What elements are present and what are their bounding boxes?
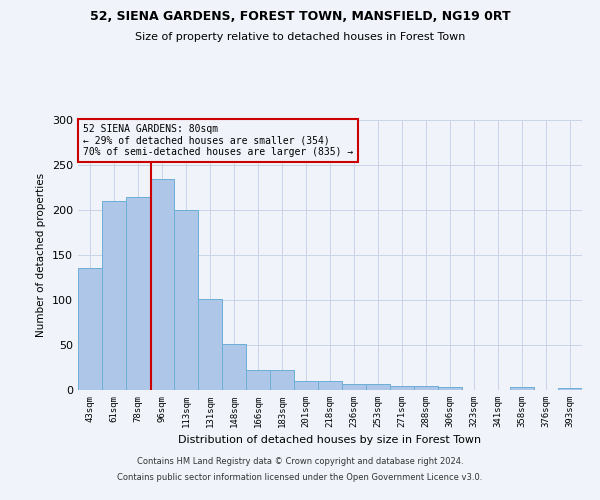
Text: 52 SIENA GARDENS: 80sqm
← 29% of detached houses are smaller (354)
70% of semi-d: 52 SIENA GARDENS: 80sqm ← 29% of detache… <box>83 124 353 157</box>
Bar <box>318 381 342 390</box>
Bar <box>246 370 270 390</box>
Text: Contains HM Land Registry data © Crown copyright and database right 2024.: Contains HM Land Registry data © Crown c… <box>137 458 463 466</box>
Bar <box>414 386 438 390</box>
Bar <box>150 178 174 390</box>
Bar <box>510 388 534 390</box>
Bar <box>174 210 198 390</box>
Text: Contains public sector information licensed under the Open Government Licence v3: Contains public sector information licen… <box>118 472 482 482</box>
Bar <box>366 384 390 390</box>
Bar <box>78 268 102 390</box>
Bar <box>438 388 462 390</box>
Bar <box>102 201 126 390</box>
Bar <box>558 388 582 390</box>
Bar <box>198 299 222 390</box>
Bar <box>270 370 294 390</box>
Text: 52, SIENA GARDENS, FOREST TOWN, MANSFIELD, NG19 0RT: 52, SIENA GARDENS, FOREST TOWN, MANSFIEL… <box>89 10 511 23</box>
Text: Size of property relative to detached houses in Forest Town: Size of property relative to detached ho… <box>135 32 465 42</box>
X-axis label: Distribution of detached houses by size in Forest Town: Distribution of detached houses by size … <box>178 436 482 446</box>
Bar <box>390 386 414 390</box>
Bar <box>294 381 318 390</box>
Y-axis label: Number of detached properties: Number of detached properties <box>37 173 46 337</box>
Bar <box>126 196 150 390</box>
Bar <box>222 344 246 390</box>
Bar <box>342 384 366 390</box>
